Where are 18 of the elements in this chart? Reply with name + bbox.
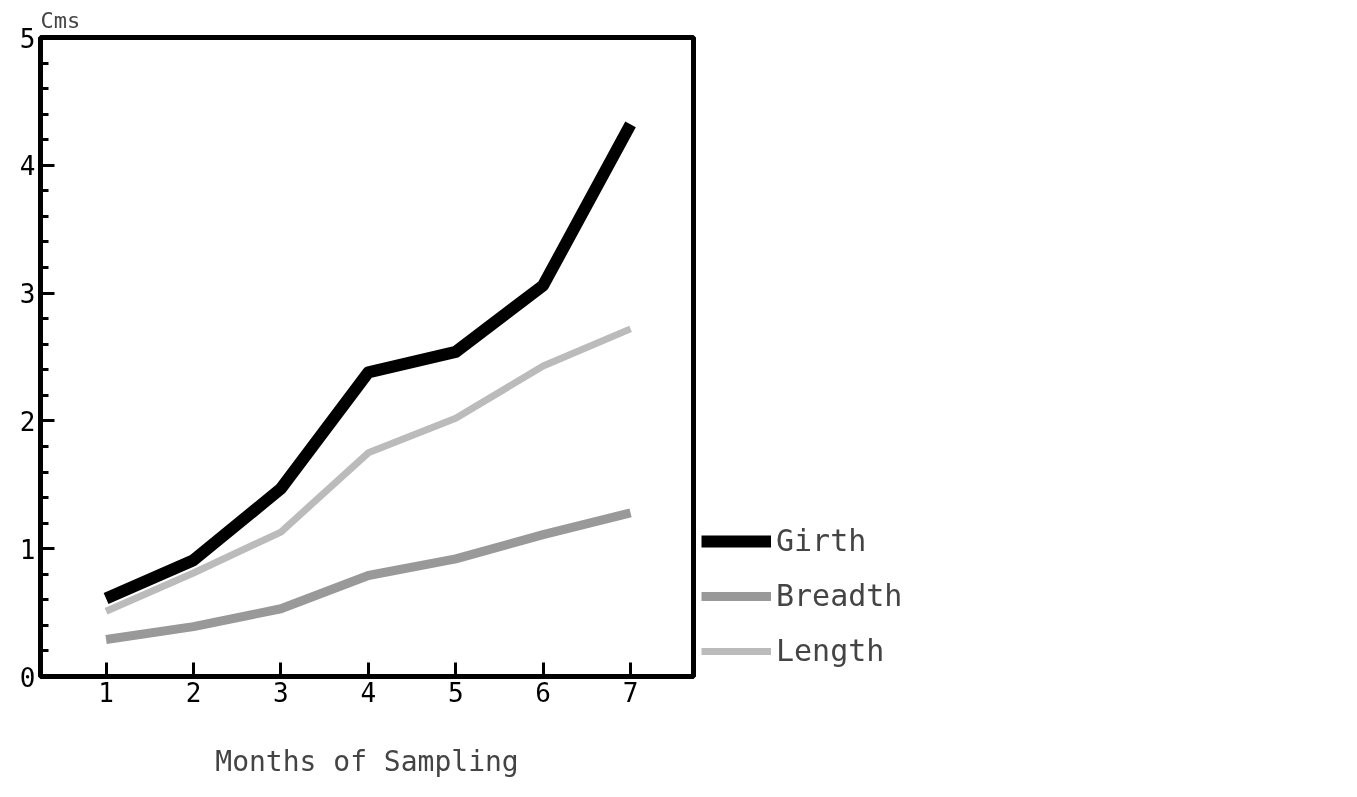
x-tick-label: 2 xyxy=(185,677,202,708)
y-tick-label: 5 xyxy=(19,23,36,54)
y-tick-label: 2 xyxy=(19,406,36,437)
y-tick-label: 3 xyxy=(19,279,36,310)
legend-label: Breadth xyxy=(776,578,903,613)
x-tick-label: 6 xyxy=(535,677,551,708)
y-tick-label: 4 xyxy=(19,151,36,182)
y-axis-title: Cms xyxy=(40,7,81,33)
legend-label: Girth xyxy=(776,523,867,558)
x-tick-label: 1 xyxy=(98,677,114,708)
y-tick-label: 1 xyxy=(19,534,36,565)
x-tick-label: 3 xyxy=(273,677,289,708)
y-tick-label: 0 xyxy=(19,662,36,693)
x-tick-label: 5 xyxy=(447,677,464,708)
x-axis-title: Months of Sampling xyxy=(215,744,519,778)
legend-label: Length xyxy=(776,633,885,668)
x-tick-label: 4 xyxy=(360,677,377,708)
x-tick-label: 7 xyxy=(622,677,639,708)
